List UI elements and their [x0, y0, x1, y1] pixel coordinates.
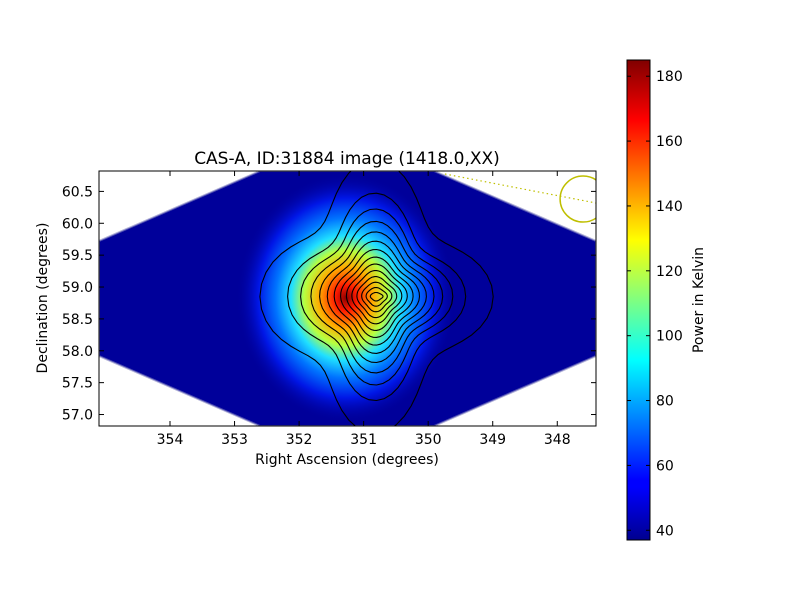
colorbar-tick-label: 140	[656, 199, 683, 215]
contour-line	[369, 291, 384, 302]
colorbar-tick-label: 60	[656, 458, 674, 474]
y-tick-label: 59.5	[62, 248, 93, 264]
x-tick-label: 349	[479, 432, 506, 448]
colorbar-tick-label: 100	[656, 329, 683, 345]
colorbar-label: Power in Kelvin	[691, 247, 707, 353]
x-tick-label: 351	[350, 432, 377, 448]
x-tick-label: 350	[415, 432, 442, 448]
contour-line	[340, 256, 414, 338]
colorbar-tick-label: 160	[656, 134, 683, 150]
colorbar-gradient	[626, 59, 651, 541]
colorbar-tick-label: 80	[656, 394, 674, 410]
contour-line	[300, 208, 454, 386]
contour-line	[345, 263, 408, 331]
contour-line	[287, 192, 467, 402]
contour-lines	[259, 171, 494, 426]
y-tick-label: 57.5	[62, 376, 93, 392]
contour-line	[326, 240, 427, 354]
coverage-edge	[99, 171, 596, 426]
contour-line	[351, 270, 403, 325]
colorbar-ticks: 40 60 80 100 120 140 160 180	[627, 69, 683, 539]
y-tick-label: 57.0	[62, 408, 93, 424]
x-axis-label: Right Ascension (degrees)	[255, 452, 439, 468]
y-tick-label: 58.0	[62, 344, 93, 360]
colorbar-tick-label: 40	[656, 523, 674, 539]
y-tick-label: 60.0	[62, 216, 93, 232]
beam-circle	[559, 175, 596, 223]
y-axis-ticks: 57.0 57.5 58.0 58.5 59.0 59.5 60.0 60.5	[62, 184, 596, 424]
x-tick-label: 353	[221, 432, 248, 448]
contour-line	[361, 281, 393, 313]
beam-marker	[444, 173, 596, 223]
colorbar-tick-label: 120	[656, 264, 683, 280]
contour-line	[310, 220, 444, 374]
beam-guide-line	[444, 173, 596, 204]
colorbar-tick-label: 180	[656, 69, 683, 85]
x-axis-ticks: 354 353 352 351 350 349 348	[157, 171, 571, 448]
emission-blob	[236, 173, 456, 423]
plot-area: 354 353 352 351 350 349 348 57.0 57.5 58.0 58.5 59…	[35, 149, 597, 468]
y-tick-label: 60.5	[62, 184, 93, 200]
x-tick-label: 354	[157, 432, 184, 448]
colorbar: 40 60 80 100 120 140 160 180 Power in Kelvin	[626, 59, 707, 541]
y-tick-label: 59.0	[62, 280, 93, 296]
contour-line	[333, 248, 421, 346]
x-tick-label: 352	[286, 432, 313, 448]
y-axis-label: Declination (degrees)	[35, 223, 51, 374]
contour-line	[356, 276, 398, 319]
x-tick-label: 348	[544, 432, 571, 448]
contour-line	[365, 286, 388, 307]
y-tick-label: 58.5	[62, 312, 93, 328]
chart-title: CAS-A, ID:31884 image (1418.0,XX)	[194, 149, 500, 169]
contour-line	[319, 231, 435, 364]
contour-line	[259, 171, 494, 426]
plot-frame	[98, 170, 597, 427]
